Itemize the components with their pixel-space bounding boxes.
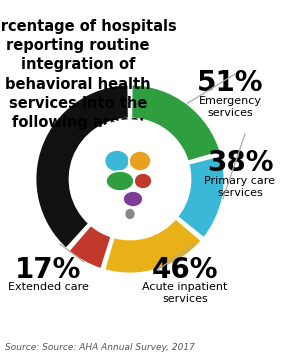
Ellipse shape — [123, 191, 143, 207]
Text: Source: Source: AHA Annual Survey, 2017: Source: Source: AHA Annual Survey, 2017 — [5, 343, 195, 352]
Text: 17%: 17% — [15, 256, 81, 284]
Ellipse shape — [134, 173, 152, 189]
Circle shape — [71, 120, 189, 238]
Text: Acute inpatient
services: Acute inpatient services — [142, 282, 228, 304]
Ellipse shape — [106, 171, 134, 191]
Text: 46%: 46% — [152, 256, 218, 284]
Ellipse shape — [124, 208, 136, 220]
Text: 38%: 38% — [207, 149, 273, 177]
Text: Emergency
services: Emergency services — [199, 96, 262, 118]
Wedge shape — [35, 84, 129, 249]
Wedge shape — [177, 155, 225, 239]
Text: Percentage of hospitals
reporting routine
integration of
behavioral health
servi: Percentage of hospitals reporting routin… — [0, 19, 176, 130]
Wedge shape — [131, 84, 221, 162]
Wedge shape — [68, 225, 112, 270]
Text: 51%: 51% — [197, 69, 263, 97]
Ellipse shape — [104, 150, 130, 172]
Text: Extended care: Extended care — [8, 282, 88, 292]
Ellipse shape — [129, 151, 151, 171]
Text: Primary care
services: Primary care services — [205, 176, 275, 198]
Wedge shape — [104, 218, 202, 274]
